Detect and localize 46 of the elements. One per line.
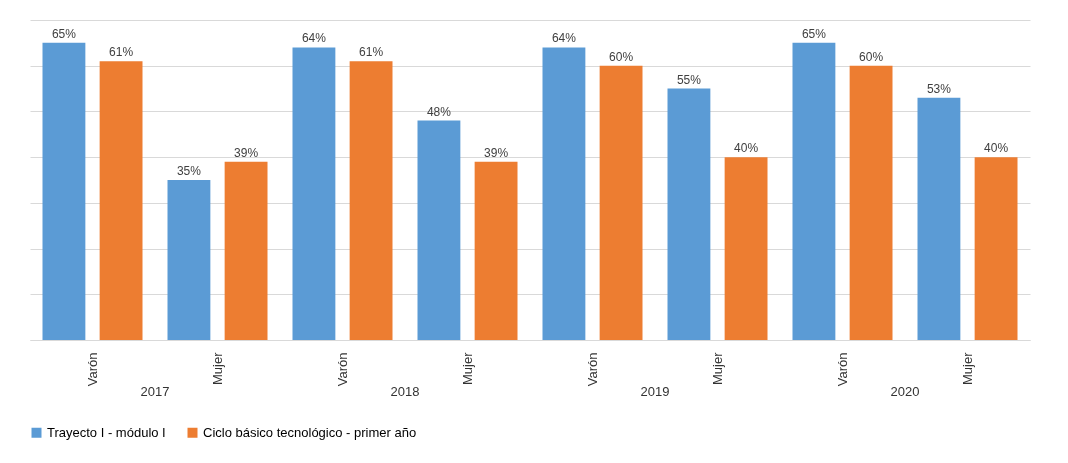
bar	[167, 180, 211, 340]
data-label: 64%	[301, 31, 327, 46]
bar	[792, 42, 836, 340]
data-label: 35%	[176, 164, 202, 178]
bar	[224, 161, 268, 340]
legend-label: Trayecto I - módulo I	[47, 424, 166, 440]
data-label: 55%	[676, 72, 702, 87]
data-label: 65%	[51, 26, 77, 41]
bar	[292, 47, 336, 340]
bar	[42, 42, 86, 340]
data-label: 60%	[609, 49, 634, 64]
x-tick-label: Varón	[334, 352, 350, 387]
bar	[724, 157, 768, 340]
bar	[99, 61, 143, 340]
text: 2019	[640, 384, 670, 399]
x-tick-label: Varón	[834, 352, 850, 387]
data-label: 61%	[359, 45, 384, 60]
bar	[349, 61, 393, 340]
bar	[974, 157, 1018, 340]
data-label: 65%	[801, 26, 827, 41]
text: 2017	[140, 384, 170, 399]
bar	[417, 120, 461, 340]
bar	[599, 65, 643, 340]
data-label: 39%	[484, 145, 509, 160]
x-tick-label: Varón	[84, 352, 100, 387]
data-label: 60%	[859, 49, 884, 64]
data-label: 61%	[109, 45, 134, 60]
data-label: 64%	[551, 31, 577, 46]
data-label: 39%	[234, 145, 259, 160]
legend-label: Ciclo básico tecnológico - primer año	[203, 424, 417, 440]
data-label: 40%	[984, 141, 1009, 156]
x-tick-label: Mujer	[709, 351, 725, 386]
x-tick-label: Varón	[584, 352, 600, 387]
bar	[542, 47, 586, 340]
data-label: 48%	[426, 104, 452, 119]
bar	[917, 97, 961, 340]
bar	[474, 161, 518, 340]
text: 2020	[890, 384, 920, 399]
bar	[667, 88, 711, 340]
x-tick-label: Mujer	[209, 351, 225, 386]
x-tick-label: Mujer	[459, 351, 475, 386]
text: 2018	[390, 384, 420, 399]
bar	[849, 65, 893, 340]
x-tick-label: Mujer	[959, 351, 975, 386]
data-label: 40%	[734, 141, 759, 156]
data-label: 53%	[926, 81, 952, 96]
